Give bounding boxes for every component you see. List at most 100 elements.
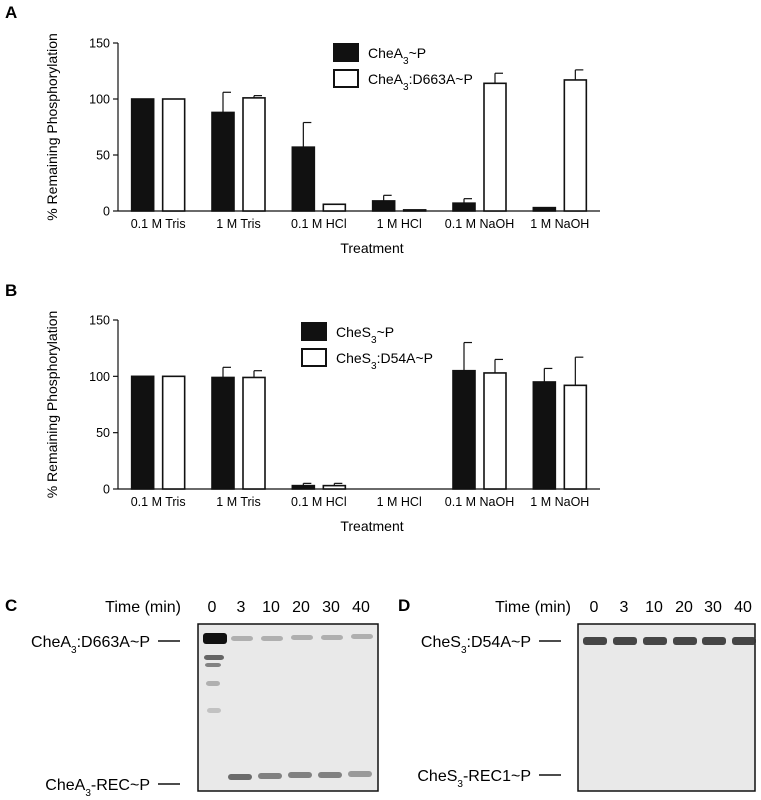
time-axis-title: Time (min)	[105, 599, 181, 616]
y-tick-label: 100	[89, 370, 110, 384]
x-tick-label: 1 M NaOH	[530, 495, 589, 509]
gel-band	[206, 681, 220, 686]
bar-wt-4	[452, 202, 476, 212]
gel-band	[583, 637, 607, 645]
gel-band	[231, 636, 253, 641]
legend-label: CheA3~P	[368, 45, 426, 67]
bar-mutant-4	[483, 372, 507, 490]
bar-wt-4	[452, 369, 476, 490]
gel-band	[321, 635, 343, 640]
x-tick-label: 1 M Tris	[216, 217, 260, 231]
gel-top-band-label: CheS3:D54A~P	[421, 634, 531, 656]
time-point-label: 40	[734, 599, 752, 616]
y-axis-title: % Remaining Phosphorylation	[44, 33, 60, 221]
bar-wt-2	[291, 146, 316, 212]
time-point-label: 40	[352, 599, 370, 616]
y-tick-label: 100	[89, 93, 110, 107]
bar-wt-1	[211, 376, 235, 490]
legend-swatch	[301, 322, 327, 341]
gel-panel-c: Time (min) 0 3 10 20 30 40 CheA3:D663A~P CheA3-R…	[31, 599, 379, 799]
x-tick-label: 0.1 M HCl	[291, 217, 347, 231]
panel-letter-b: B	[5, 281, 17, 300]
gel-band	[261, 636, 283, 641]
x-tick-label: 0.1 M NaOH	[445, 217, 514, 231]
x-tick-label: 1 M HCl	[377, 217, 422, 231]
legend-label: CheA3:D663A~P	[368, 71, 473, 93]
gel-band	[673, 637, 697, 645]
x-tick-label: 0.1 M Tris	[131, 217, 186, 231]
bar-mutant-4	[483, 82, 507, 212]
y-tick-label: 0	[103, 205, 110, 219]
legend-swatch	[333, 43, 359, 62]
y-tick-label: 50	[96, 149, 110, 163]
gel-top-band-label: CheA3:D663A~P	[31, 634, 150, 656]
bar-mutant-3	[402, 209, 427, 212]
bar-wt-0	[130, 375, 155, 490]
x-tick-label: 1 M HCl	[377, 495, 422, 509]
legend-label: CheS3:D54A~P	[336, 350, 433, 372]
time-point-label: 30	[704, 599, 722, 616]
gel-band	[732, 637, 756, 645]
gel-band	[702, 637, 726, 645]
time-point-label: 10	[262, 599, 280, 616]
x-tick-label: 0.1 M Tris	[131, 495, 186, 509]
y-axis-title: % Remaining Phosphorylation	[44, 311, 60, 499]
gel-band	[351, 634, 373, 639]
x-tick-label: 0.1 M HCl	[291, 495, 347, 509]
gel-band	[207, 708, 221, 713]
bar-mutant-1	[242, 376, 266, 490]
time-point-label: 0	[590, 599, 599, 616]
gel-band	[643, 637, 667, 645]
legend-swatch	[301, 348, 327, 367]
bar-mutant-2	[322, 203, 347, 212]
x-axis-title: Treatment	[340, 518, 403, 534]
legend-label: CheS3~P	[336, 324, 394, 346]
bar-wt-3	[371, 200, 396, 212]
bar-mutant-0	[161, 375, 186, 490]
gel-image	[577, 623, 756, 792]
gel-bottom-band-label: CheS3-REC1~P	[417, 768, 531, 790]
y-tick-label: 50	[96, 426, 110, 440]
panel-letter-a: A	[5, 3, 17, 22]
gel-bottom-band-label: CheA3-REC~P	[45, 777, 150, 799]
gel-band	[348, 771, 372, 777]
gel-band	[228, 774, 252, 780]
gel-band	[203, 633, 227, 644]
time-point-label: 0	[208, 599, 217, 616]
time-point-label: 3	[237, 599, 246, 616]
y-tick-label: 0	[103, 483, 110, 497]
y-tick-label: 150	[89, 314, 110, 328]
gel-band	[288, 772, 312, 778]
gel-band	[205, 663, 221, 667]
gel-band	[204, 655, 224, 660]
bar-wt-0	[130, 98, 155, 212]
x-tick-label: 0.1 M NaOH	[445, 495, 514, 509]
chart-panel-a: 0 50 100 150 % Remaining Phosphorylation 0.1 …	[44, 33, 600, 256]
bar-mutant-5	[563, 79, 588, 212]
x-axis-title: Treatment	[340, 240, 403, 256]
time-point-label: 10	[645, 599, 663, 616]
time-point-label: 30	[322, 599, 340, 616]
time-axis-title: Time (min)	[495, 599, 571, 616]
time-point-label: 3	[620, 599, 629, 616]
bar-mutant-1	[242, 97, 266, 212]
panel-letter-d: D	[398, 596, 410, 615]
bar-wt-5	[532, 381, 557, 490]
bar-wt-2	[291, 484, 316, 490]
time-point-label: 20	[675, 599, 693, 616]
bar-mutant-2	[322, 484, 347, 490]
x-tick-label: 1 M NaOH	[530, 217, 589, 231]
bar-mutant-5	[563, 384, 588, 490]
gel-band	[613, 637, 637, 645]
bar-wt-5	[532, 206, 557, 212]
time-point-label: 20	[292, 599, 310, 616]
chart-panel-b: 0 50 100 150 % Remaining Phosphorylation 0.1 …	[44, 311, 600, 534]
gel-band	[318, 772, 342, 778]
gel-panel-d: Time (min) 0 3 10 20 30 40 CheS3:D54A~P CheS3-RE…	[417, 599, 756, 792]
legend-swatch	[333, 69, 359, 88]
y-tick-label: 150	[89, 37, 110, 51]
gel-image	[197, 623, 379, 792]
bar-mutant-0	[161, 98, 186, 212]
x-tick-label: 1 M Tris	[216, 495, 260, 509]
